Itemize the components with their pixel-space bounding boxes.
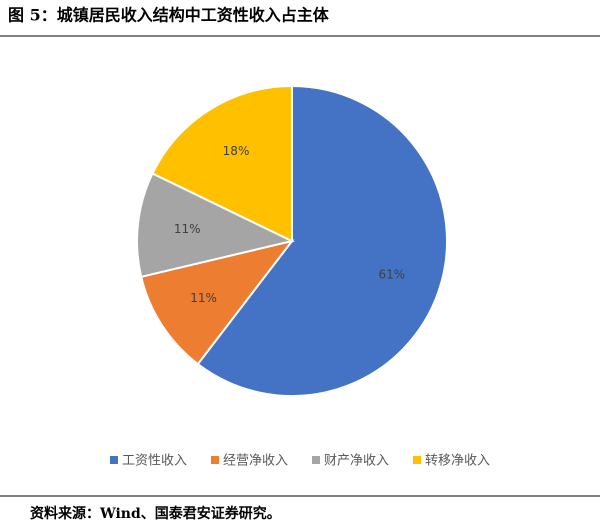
data-label: 61% [378,267,405,281]
data-label: 11% [174,222,201,236]
legend-label: 工资性收入 [122,454,187,469]
pie-slice [151,84,293,243]
legend-label: 经营净收入 [223,454,288,469]
data-label: 11% [190,291,217,305]
source: 资料来源：Wind、国泰君安证券研究。 [30,505,281,522]
legend-swatch [210,456,219,464]
pie-slice [196,84,448,397]
legend-swatch [413,456,422,464]
legend-label: 转移净收入 [425,454,490,469]
data-label: 18% [223,144,250,158]
chart-title: 图 5：城镇居民收入结构中工资性收入占主体 [8,6,330,25]
legend-label: 财产净收入 [324,454,389,469]
pie-slice [139,239,295,366]
legend-swatch [312,456,320,464]
legend-swatch [109,456,118,464]
pie-slice [136,172,295,279]
